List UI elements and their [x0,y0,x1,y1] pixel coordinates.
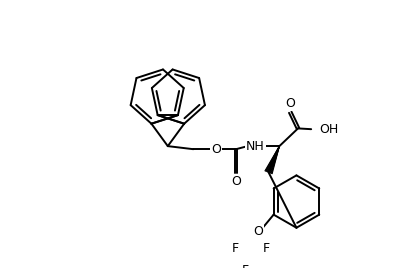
Text: F: F [242,264,249,268]
Text: F: F [262,242,270,255]
Text: F: F [231,242,238,255]
Text: NH: NH [246,140,265,152]
Text: O: O [231,175,241,188]
Text: O: O [211,143,221,156]
Text: OH: OH [319,123,338,136]
Text: O: O [285,97,295,110]
Text: O: O [253,225,263,238]
